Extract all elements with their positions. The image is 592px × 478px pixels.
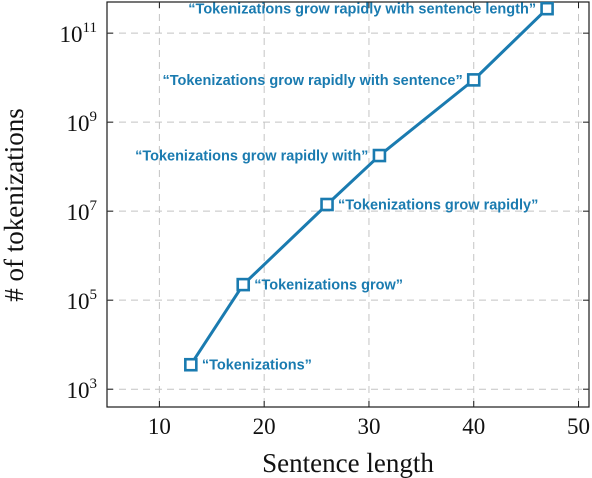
x-tick-label: 20	[253, 414, 276, 439]
x-tick-label: 30	[357, 414, 380, 439]
data-point-label: “Tokenizations grow”	[254, 278, 403, 294]
y-axis-title: # of tokenizations	[0, 108, 29, 301]
data-point-marker	[320, 197, 334, 212]
x-axis-title: Sentence length	[262, 448, 434, 478]
y-tick-label: 107	[67, 198, 98, 225]
plot-area-frame	[106, 1, 590, 408]
data-point-label: “Tokenizations grow rapidly”	[338, 198, 538, 214]
x-tick-label: 50	[567, 414, 590, 439]
data-point-label: “Tokenizations grow rapidly with”	[135, 149, 368, 165]
data-point-label: “Tokenizations grow rapidly with sentenc…	[162, 73, 462, 89]
y-tick-label: 109	[67, 109, 98, 136]
grid-lines	[107, 2, 589, 407]
data-point-marker	[466, 73, 481, 87]
data-point-marker	[372, 148, 387, 163]
data-point-marker	[184, 357, 198, 372]
y-tick-label: 1011	[60, 20, 97, 47]
y-tick-label: 105	[67, 287, 98, 314]
data-point-label: “Tokenizations grow rapidly with sentenc…	[188, 2, 536, 18]
series-line	[189, 7, 549, 366]
data-point-marker	[236, 277, 251, 292]
y-tick-label: 103	[67, 376, 98, 403]
x-tick-label: 40	[462, 414, 485, 439]
series-markers	[184, 1, 554, 372]
point-labels: “Tokenizations” “Tokenizations grow” “Toke…	[135, 2, 538, 374]
series-path	[189, 7, 549, 366]
data-point-label: “Tokenizations”	[202, 358, 312, 374]
axis-ticks: 10 20 30 40 50 103 105 107 109 1011	[60, 2, 590, 439]
x-tick-label: 10	[148, 414, 171, 439]
data-point-marker	[540, 1, 554, 16]
